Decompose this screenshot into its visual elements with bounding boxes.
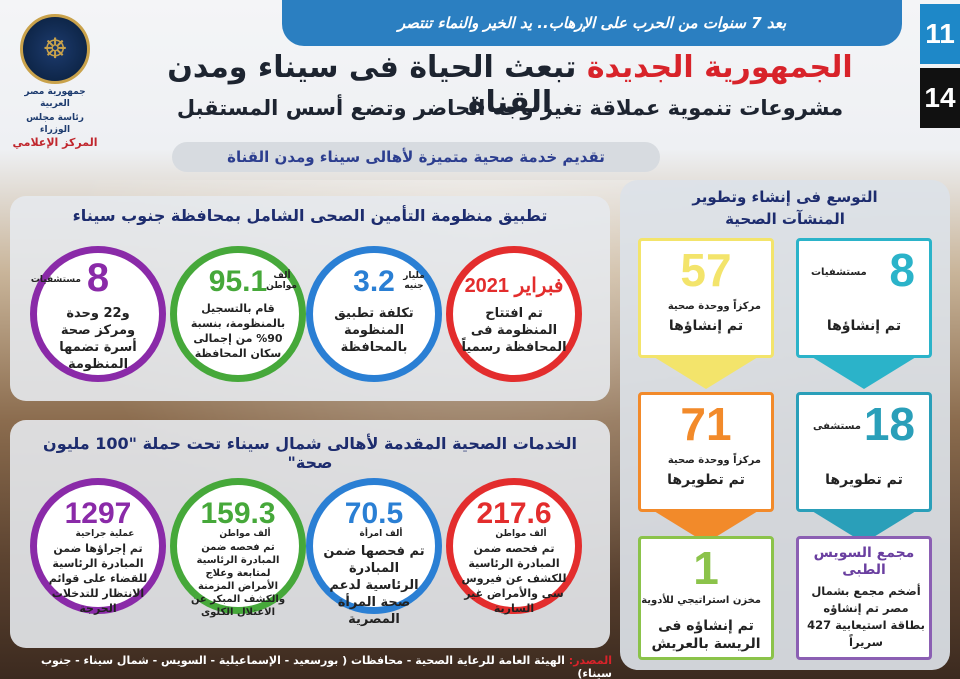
stat-unit: ألف مواطن [219, 529, 271, 539]
stat-circle-women: 70.5 ألف امرأة تم فحصها ضمن المبادرة الر… [306, 478, 442, 627]
north-sinai-section: الخدمات الصحية المقدمة لأهالى شمال سيناء… [10, 420, 610, 648]
facilities-title-line1: التوسع فى إنشاء وتطوير [692, 188, 878, 206]
stat-unit: مليار جنيه [403, 271, 425, 291]
card-unit: مستشفيات [811, 267, 867, 278]
stat-text: تم افتتاح المنظومة فى المحافظة رسمياً [461, 306, 567, 355]
page-number-current: 11 [920, 4, 960, 64]
stat-text: تم فحصه ضمن المبادرة الرئاسية لمتابعة وع… [190, 542, 286, 618]
page-number-total: 14 [920, 68, 960, 128]
card-number: 1 [693, 542, 719, 594]
card-label: تم تطويرها [825, 472, 903, 488]
stat-circle-hospitals: 8 مستشفيات و22 وحدة ومركز صحة أسرة تضمها… [30, 246, 166, 382]
stat-number: 70.5 [344, 497, 404, 530]
source-text: الهيئة العامة للرعاية الصحية - محافظات (… [40, 654, 612, 679]
facilities-panel: التوسع فى إنشاء وتطوير المنشآت الصحية 8 … [620, 180, 950, 670]
stat-unit: عملية جراحية [75, 529, 135, 539]
card-label: تم تطويرها [667, 472, 745, 488]
page-subtitle: مشروعات تنموية عملاقة تغير وجه الحاضر وت… [176, 96, 844, 120]
card-arrow [654, 357, 758, 389]
card-unit: مخزن استراتيجي للأدوية [641, 595, 761, 606]
stat-number: 159.3 [200, 497, 276, 530]
north-sinai-title: الخدمات الصحية المقدمة لأهالى شمال سيناء… [43, 434, 577, 472]
source-note: المصدر: الهيئة العامة للرعاية الصحية - م… [12, 654, 612, 679]
stat-number: 3.2 [353, 265, 395, 298]
card-arrow [812, 357, 916, 389]
source-label: المصدر: [568, 654, 612, 667]
card-units-developed: 71 مركزاً ووحدة صحية تم تطويرها [638, 392, 774, 543]
card-hospitals-developed: 18 مستشفى تم تطويرها [796, 392, 932, 543]
card-label: تم إنشاؤها [826, 318, 902, 334]
title-dark: تبعث الحياة فى سيناء ومدن القناة [167, 50, 577, 120]
stat-number: فبراير 2021 [464, 275, 564, 297]
logo-line1: جمهورية مصر العربية [24, 87, 86, 109]
stat-text: تكلفة تطبيق المنظومة بالمحافظة [334, 306, 414, 355]
card-number: 8 [889, 244, 915, 296]
stat-number: 217.6 [476, 497, 552, 530]
stat-unit: ألف مواطن [495, 529, 547, 539]
stat-text: قام بالتسجيل بالمنظومة، بنسبة 90% من إجم… [190, 302, 286, 360]
card-unit: مركزاً ووحدة صحية [667, 455, 761, 466]
stat-text: و22 وحدة ومركز صحة أسرة تضمها المنظومة [59, 306, 137, 372]
card-hospitals-built: 8 مستشفيات تم إنشاؤها [796, 238, 932, 389]
stat-circle-launch: فبراير 2021 تم افتتاح المنظومة فى المحاف… [446, 246, 582, 382]
cabinet-logo: ☸ جمهورية مصر العربية رئاسة مجلس الوزراء… [12, 14, 98, 149]
card-suez-complex: مجمع السويس الطبى أضخم مجمع بشمال مصر تم… [796, 536, 932, 660]
card-label: أضخم مجمع بشمال مصر تم إنشاؤه بطاقة استي… [807, 584, 925, 649]
card-number: 18 [863, 398, 915, 450]
stat-text: تم إجراؤها ضمن المبادرة الرئاسية للقضاء … [48, 542, 148, 615]
title-red: الجمهورية الجديدة [586, 50, 853, 85]
stat-text: تم فحصها ضمن المبادرة الرئاسية لدعم صحة … [323, 544, 425, 627]
south-sinai-title: تطبيق منظومة التأمين الصحى الشامل بمحافظ… [72, 206, 548, 225]
card-unit: مركزاً ووحدة صحية [667, 301, 761, 312]
eagle-seal-icon: ☸ [20, 14, 90, 84]
logo-line2: رئاسة مجلس الوزراء [26, 113, 84, 135]
stat-circle-cost: 3.2 مليار جنيه تكلفة تطبيق المنظومة بالم… [306, 246, 442, 382]
card-label: تم إنشاؤه فى الريسة بالعريش [651, 618, 761, 652]
stat-unit: مستشفيات [30, 275, 81, 285]
stat-number: 1297 [64, 497, 132, 530]
stat-circle-surgeries: 1297 عملية جراحية تم إجراؤها ضمن المبادر… [30, 478, 166, 615]
card-medicine-warehouse: 1 مخزن استراتيجي للأدوية تم إنشاؤه فى ال… [638, 536, 774, 660]
facilities-panel-title: التوسع فى إنشاء وتطوير المنشآت الصحية [620, 186, 950, 230]
card-number: 57 [680, 244, 732, 296]
page-title: الجمهورية الجديدة تبعث الحياة فى سيناء و… [120, 50, 900, 120]
card-label: تم إنشاؤها [668, 318, 744, 334]
stat-circle-registered: 95.1 ألف مواطن قام بالتسجيل بالمنظومة، ب… [170, 246, 306, 382]
south-sinai-section: تطبيق منظومة التأمين الصحى الشامل بمحافظ… [10, 196, 610, 401]
stat-unit: ألف مواطن [266, 271, 297, 291]
card-number: 71 [680, 398, 732, 450]
stat-circle-hepc: 217.6 ألف مواطن تم فحصه ضمن المبادرة الر… [446, 478, 582, 615]
card-unit: الطبى [842, 562, 886, 578]
card-unit: مستشفى [813, 421, 861, 432]
stat-number: 95.1 [208, 265, 268, 298]
stat-text: تم فحصه ضمن المبادرة الرئاسية للكشف عن ف… [461, 542, 567, 615]
card-number: مجمع السويس [813, 545, 915, 561]
facilities-title-line2: المنشآت الصحية [725, 210, 845, 228]
stat-circle-chronic: 159.3 ألف مواطن تم فحصه ضمن المبادرة الر… [170, 478, 306, 618]
service-bar: تقديم خدمة صحية متميزة لأهالى سيناء ومدن… [172, 142, 660, 172]
top-ribbon: بعد 7 سنوات من الحرب على الإرهاب.. يد ال… [282, 0, 902, 46]
card-units-built: 57 مركزاً ووحدة صحية تم إنشاؤها [638, 238, 774, 389]
stat-number: 8 [86, 256, 110, 300]
stat-unit: ألف امرأة [359, 529, 403, 539]
logo-line3: المركز الإعلامي [12, 136, 98, 149]
